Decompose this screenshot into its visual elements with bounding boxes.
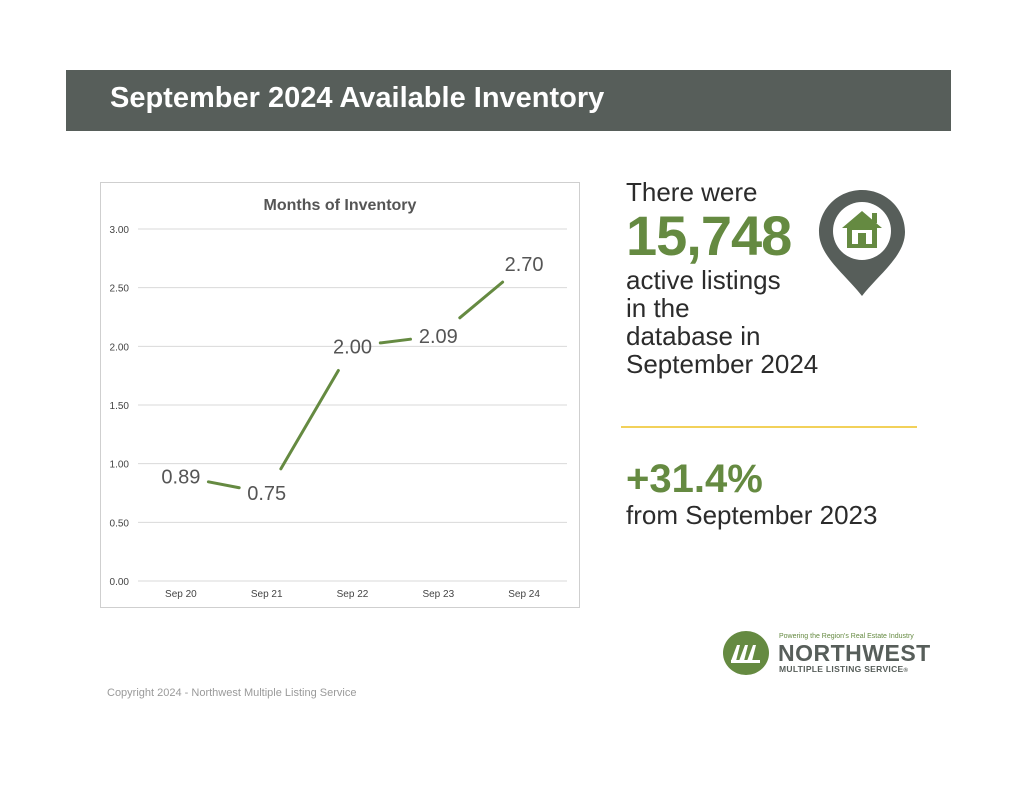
chart-canvas: Months of Inventory 0.00 0.50 1.00 1.50 2.00… [110,197,567,600]
x-tick-label: Sep 23 [422,589,454,600]
listings-count: 15,748 [626,204,792,267]
data-label: 2.09 [419,326,458,348]
stat-desc-line-1: active listings [626,265,781,295]
logo-subtitle-text: MULTIPLE LISTING SERVICE [779,664,904,674]
y-tick-label: 1.00 [110,460,130,471]
yoy-change: +31.4% from September 2023 [626,458,877,530]
change-label: from September 2023 [626,500,878,530]
logo-name: NORTHWEST [778,640,931,666]
y-tick-label: 0.00 [110,577,130,588]
data-label: 0.89 [161,467,200,489]
copyright-text: Copyright 2024 - Northwest Multiple List… [107,687,357,699]
page-title: September 2024 Available Inventory [110,82,605,114]
y-tick-label: 2.50 [110,284,130,295]
x-tick-label: Sep 20 [165,589,197,600]
series-line-segment [279,369,340,471]
y-tick-label: 3.00 [110,225,130,236]
logo-registered-mark: ® [903,668,909,674]
stat-intro: There were [626,177,758,207]
series-line-segment [458,280,505,320]
section-divider [621,426,917,428]
house-pin-icon [819,190,905,296]
listings-stat: There were 15,748 active listings in the… [626,178,856,378]
logo-tagline: Powering the Region's Real Estate Indust… [779,633,914,640]
stat-desc-line-4: September 2024 [626,349,819,379]
change-value: +31.4% [626,457,763,501]
y-tick-label: 0.50 [110,518,130,529]
data-label: 0.75 [247,483,286,505]
series-line-segment [378,337,413,345]
x-tick-label: Sep 22 [337,589,369,600]
logo-subtitle: MULTIPLE LISTING SERVICE® [779,664,908,674]
data-label: 2.70 [505,254,544,276]
series-line-segment [206,480,241,490]
stat-desc-line-2: in the [626,293,690,323]
months-of-inventory-chart: Months of Inventory 0.00 0.50 1.00 1.50 2.00… [100,182,580,608]
chart-title: Months of Inventory [264,197,417,214]
title-banner: September 2024 Available Inventory [66,70,951,131]
y-tick-label: 2.00 [110,342,130,353]
x-tick-label: Sep 21 [251,589,283,600]
nwmls-logo: Powering the Region's Real Estate Indust… [722,630,930,676]
data-label: 2.00 [333,336,372,358]
y-tick-label: 1.50 [110,401,130,412]
logo-mark-icon [723,631,769,675]
stat-desc-line-3: database in [626,321,761,351]
x-tick-label: Sep 24 [508,589,540,600]
